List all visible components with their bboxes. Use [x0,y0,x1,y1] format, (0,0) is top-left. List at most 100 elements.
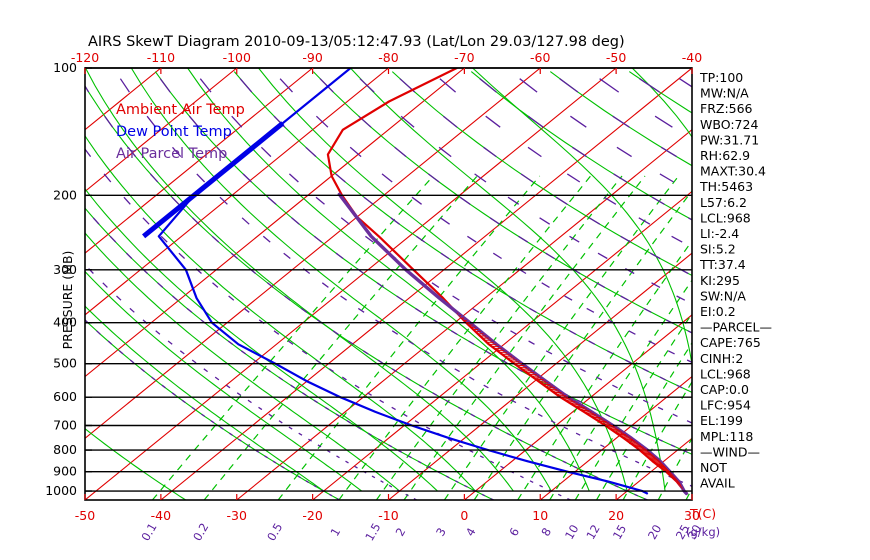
dry-adiabat-line [0,72,32,500]
top-temp-tick-label: -100 [223,50,251,65]
pressure-tick-label: 1000 [45,483,77,498]
mixing-ratio-line [595,341,692,500]
pressure-tick-label: 600 [53,389,77,404]
dry-adiabat-line [233,71,692,393]
stat-frz: FRZ:566 [700,101,753,116]
pressure-tick-label: 900 [53,464,77,479]
stat-sw: SW:N/A [700,288,746,303]
mixing-ratio-tick-label: 8 [538,525,554,538]
mixing-ratio-tick-label: 1.5 [362,521,383,544]
dry-adiabat-dash [399,78,689,275]
dry-adiabat-line [85,207,494,500]
mixing-ratio-tick-label: 0.1 [138,521,159,544]
dry-adiabat-line [85,319,340,500]
stat-avail: AVAIL [700,476,735,491]
isotherm-line [539,375,692,500]
isotherm-line [85,68,389,316]
moist-adiabat-line [85,187,438,492]
dewpoint-thick-segment [142,121,285,239]
mixing-ratio-tick-label: 4 [463,525,479,538]
dry-adiabat-dash [279,78,692,364]
stat-wbo: WBO:724 [700,117,758,132]
dry-adiabat-dash [439,78,683,243]
dry-adiabat-dash [159,78,688,453]
stat-lcl2: LCL:968 [700,366,751,381]
pressure-tick-label: 700 [53,418,77,433]
mixing-ratio-tick-label: 3 [433,525,449,538]
stat-el: EL:199 [700,413,743,428]
isotherm-line [844,68,870,500]
top-temp-tick-label: -120 [71,50,99,65]
parcel-temp-curve [337,192,689,496]
stat-maxt: MAXT:30.4 [700,164,766,179]
stat-li: LI:-2.4 [700,226,739,241]
isotherm-line [85,68,617,500]
moist-adiabat-line [85,68,514,492]
bottom-temp-tick-label: -50 [75,508,95,523]
stat-ei: EI:0.2 [700,304,736,319]
dry-adiabat-dash [359,78,686,301]
mixing-ratio-line [443,175,680,500]
dry-adiabat-dash [319,78,692,334]
stat-lfc: LFC:954 [700,398,751,413]
legend-item-3: Air Parcel Temp [116,146,227,162]
top-temp-tick-label: -60 [530,50,550,65]
moist-adiabat-line [779,68,809,491]
stat-cape: CAPE:765 [700,335,761,350]
mixing-axis-label: (g/kg) [686,525,720,539]
stat-cinh: CINH:2 [700,351,743,366]
chart-title: AIRS SkewT Diagram 2010-09-13/05:12:47.9… [88,34,625,50]
moist-adiabat-line [258,68,628,492]
stat-tp: TP:100 [699,70,743,85]
temp-axis-label: T(C) [689,506,716,521]
top-temp-tick-label: -70 [454,50,474,65]
mixing-ratio-line [549,279,692,500]
isotherm-line [85,68,238,193]
mixing-ratio-line [338,175,592,500]
stat-pw: PW:31.71 [700,132,759,147]
moist-adiabat-line [85,232,400,492]
bottom-temp-tick-label: -30 [227,508,247,523]
mixing-ratio-line [622,380,692,500]
dry-adiabat-dash [85,319,340,500]
dry-adiabat-line [85,427,186,500]
bottom-temp-tick-label: -40 [151,508,171,523]
stat-cap: CAP:0.0 [700,382,749,397]
moist-adiabat-line [130,68,552,492]
isotherm-line [85,68,541,439]
stat-rh: RH:62.9 [700,148,750,163]
top-temp-tick-label: -40 [682,50,702,65]
pressure-axis-label: PRESSURE (MB) [60,251,75,350]
bottom-temp-tick-label: 10 [532,508,548,523]
stat-not: NOT [700,460,727,475]
mixing-ratio-tick-label: 0.2 [190,521,211,544]
mixing-ratio-tick-label: 20 [645,522,664,542]
top-temp-tick-label: -50 [606,50,626,65]
dry-adiabat-line [787,72,870,500]
mixing-ratio-line [517,239,692,500]
stat-ki: KI:295 [700,273,740,288]
isotherm-line [85,68,465,378]
moist-adiabat-line [85,134,476,492]
mixing-ratio-line [403,175,646,500]
dry-adiabat-dash [239,78,683,389]
pressure-tick-label: 300 [53,262,77,277]
stat-parcel: —PARCEL— [700,320,772,335]
pressure-tick-label: 400 [53,315,77,330]
stat-wind: —WIND— [700,444,760,459]
moist-adiabat-line [85,305,324,492]
stat-si: SI:5.2 [700,242,736,257]
mixing-ratio-tick-label: 0.5 [264,521,285,544]
mixing-ratio-tick-label: 30 [685,522,704,542]
moist-adiabat-line [472,68,692,368]
mixing-ratio-tick-label: 6 [506,525,522,538]
dewpoint-curve [157,68,649,495]
isotherm-line [160,68,692,500]
stat-mw: MW:N/A [700,86,749,101]
stat-l57: L57:6.2 [700,195,747,210]
dry-adiabat-line [312,71,692,334]
pressure-tick-label: 100 [53,60,77,75]
dry-adiabat-line [85,85,648,500]
pressure-tick-label: 500 [53,356,77,371]
